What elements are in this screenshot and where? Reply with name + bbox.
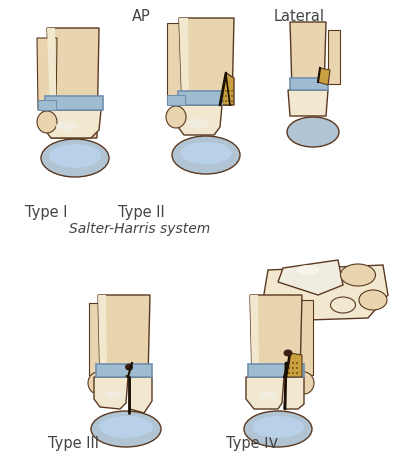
Text: Lateral: Lateral	[274, 9, 325, 24]
Ellipse shape	[126, 368, 130, 370]
Ellipse shape	[296, 372, 298, 374]
Ellipse shape	[231, 100, 233, 102]
Polygon shape	[284, 377, 304, 409]
Ellipse shape	[130, 368, 132, 370]
Ellipse shape	[56, 121, 78, 131]
Text: Type II: Type II	[118, 205, 165, 219]
Ellipse shape	[99, 416, 153, 438]
Ellipse shape	[292, 372, 294, 374]
Polygon shape	[220, 73, 234, 105]
Ellipse shape	[49, 144, 101, 168]
Ellipse shape	[288, 367, 290, 369]
Ellipse shape	[287, 117, 339, 147]
Polygon shape	[278, 260, 343, 295]
Ellipse shape	[244, 411, 312, 447]
Ellipse shape	[296, 367, 298, 369]
Bar	[290, 78, 328, 90]
Ellipse shape	[297, 265, 319, 275]
Polygon shape	[295, 300, 313, 375]
Text: Type III: Type III	[47, 436, 99, 451]
Polygon shape	[290, 22, 326, 90]
Ellipse shape	[228, 90, 230, 92]
Ellipse shape	[125, 363, 133, 370]
Ellipse shape	[294, 372, 314, 394]
Ellipse shape	[331, 297, 356, 313]
Bar	[96, 364, 152, 377]
Polygon shape	[98, 295, 150, 377]
Ellipse shape	[172, 136, 240, 174]
Ellipse shape	[292, 367, 294, 369]
Ellipse shape	[231, 90, 233, 92]
Polygon shape	[288, 90, 328, 116]
Ellipse shape	[180, 142, 232, 164]
Ellipse shape	[284, 350, 293, 357]
Polygon shape	[130, 377, 152, 413]
Ellipse shape	[292, 362, 294, 364]
Ellipse shape	[228, 95, 230, 97]
Ellipse shape	[359, 290, 387, 310]
Ellipse shape	[222, 95, 224, 97]
Ellipse shape	[231, 95, 233, 97]
Ellipse shape	[91, 411, 161, 447]
Polygon shape	[179, 18, 189, 105]
Ellipse shape	[259, 391, 277, 399]
Ellipse shape	[288, 372, 290, 374]
Ellipse shape	[166, 106, 186, 128]
Polygon shape	[263, 265, 388, 320]
Ellipse shape	[187, 118, 209, 128]
Bar	[167, 95, 185, 105]
Ellipse shape	[126, 375, 128, 377]
Polygon shape	[250, 295, 302, 377]
Text: Type I: Type I	[25, 205, 68, 219]
Ellipse shape	[340, 264, 376, 286]
Polygon shape	[176, 105, 222, 135]
Ellipse shape	[225, 100, 227, 102]
Ellipse shape	[88, 372, 108, 394]
Bar	[178, 91, 222, 105]
Polygon shape	[37, 38, 57, 110]
Ellipse shape	[225, 90, 227, 92]
Polygon shape	[43, 110, 101, 138]
Polygon shape	[47, 28, 99, 138]
Ellipse shape	[296, 362, 298, 364]
Bar	[45, 96, 103, 110]
Polygon shape	[286, 353, 302, 377]
Ellipse shape	[222, 100, 224, 102]
Polygon shape	[328, 30, 340, 84]
Ellipse shape	[41, 139, 109, 177]
Text: AP: AP	[132, 9, 151, 24]
Polygon shape	[47, 28, 57, 138]
Polygon shape	[250, 295, 259, 377]
Polygon shape	[318, 68, 330, 85]
Polygon shape	[89, 303, 107, 375]
Polygon shape	[246, 377, 284, 409]
Ellipse shape	[288, 362, 290, 364]
Ellipse shape	[105, 391, 123, 399]
Ellipse shape	[225, 95, 227, 97]
Polygon shape	[98, 295, 107, 377]
Bar	[248, 364, 304, 377]
Ellipse shape	[222, 90, 224, 92]
Polygon shape	[167, 23, 185, 103]
Polygon shape	[94, 377, 128, 409]
Ellipse shape	[37, 111, 57, 133]
Ellipse shape	[228, 100, 230, 102]
Text: Salter-Harris system: Salter-Harris system	[69, 222, 211, 236]
Text: Type IV: Type IV	[226, 436, 278, 451]
Ellipse shape	[252, 416, 304, 438]
Bar	[38, 100, 56, 110]
Polygon shape	[179, 18, 234, 105]
